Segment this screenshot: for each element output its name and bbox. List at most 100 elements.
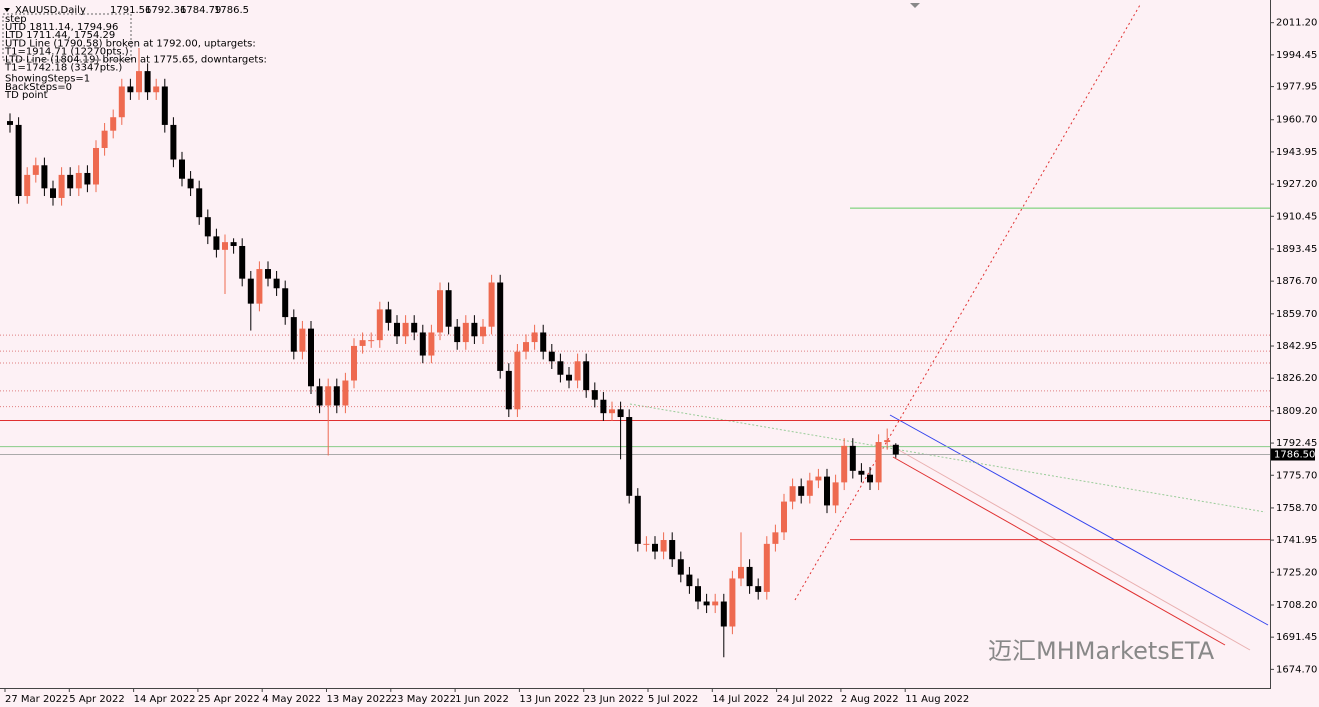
candle-body <box>557 361 564 375</box>
candle-body <box>600 399 607 414</box>
candle-body <box>273 278 280 289</box>
header-high: 1792.36 <box>145 5 186 16</box>
y-tick-label: 1876.70 <box>1276 276 1317 287</box>
candle-body <box>222 242 228 250</box>
candle-body <box>720 601 727 627</box>
current-price-label: 1786.50 <box>1274 450 1315 461</box>
candle-body <box>660 540 667 552</box>
y-tick-label: 1893.45 <box>1276 244 1317 255</box>
x-tick-label: 5 Apr 2022 <box>69 694 124 705</box>
candle-body <box>196 188 203 218</box>
candle-body <box>247 278 254 304</box>
x-tick-label: 27 Mar 2022 <box>5 694 68 705</box>
candle-body <box>118 86 125 118</box>
candle-body <box>411 322 418 333</box>
menu-arrow <box>4 8 10 12</box>
x-tick-label: 24 Jul 2022 <box>777 694 834 705</box>
candle-body <box>419 332 426 356</box>
trend-channel-mid <box>889 444 1251 651</box>
candle-body <box>548 351 555 362</box>
candle-body <box>617 409 624 418</box>
candle-body <box>480 326 486 337</box>
candle-body <box>867 474 873 483</box>
trend-long <box>629 403 1266 513</box>
candle-body <box>626 417 633 496</box>
y-tick-label: 1792.45 <box>1276 438 1317 449</box>
candle-body <box>531 332 538 343</box>
candle-body <box>566 374 572 381</box>
candle-body <box>316 386 323 406</box>
candle-body <box>634 495 641 544</box>
y-tick-label: 1691.45 <box>1276 632 1317 643</box>
header-close: 1786.5 <box>214 5 249 16</box>
header-open: 1791.56 <box>110 5 151 16</box>
candle-body <box>763 543 770 592</box>
x-tick-label: 14 Jul 2022 <box>712 694 769 705</box>
x-tick-label: 23 Jun 2022 <box>584 694 644 705</box>
y-tick-label: 1826.20 <box>1276 373 1317 384</box>
y-tick-label: 1994.45 <box>1276 50 1317 61</box>
info-line: UTD Line (1790.58) broken at 1792.00, up… <box>5 38 256 49</box>
info-line: TD point <box>4 90 48 101</box>
candle-body <box>583 361 590 391</box>
x-tick-label: 13 Jun 2022 <box>519 694 579 705</box>
candle-body <box>41 165 48 189</box>
candle-body <box>402 322 409 337</box>
y-tick-label: 1775.70 <box>1276 470 1317 481</box>
candle-body <box>815 476 822 481</box>
candle-body <box>299 328 306 352</box>
candle-body <box>230 242 237 246</box>
candle-body <box>58 174 65 198</box>
candle-body <box>50 188 56 198</box>
info-line: LTD Line (1804.19) broken at 1775.65, do… <box>5 55 267 66</box>
candle-body <box>376 309 383 341</box>
candle-body <box>781 501 787 533</box>
candle-body <box>93 147 99 185</box>
x-tick-label: 1 Jun 2022 <box>455 694 509 705</box>
info-line: LTD 1711.44, 1754.29 <box>5 30 115 41</box>
candle-body <box>84 172 91 185</box>
candle-body <box>144 71 151 93</box>
trend-channel-top <box>889 414 1269 626</box>
candle-body <box>161 86 168 125</box>
candle-body <box>669 540 676 560</box>
candle-body <box>325 386 332 406</box>
candle-body <box>7 121 13 125</box>
candle-body <box>428 332 435 356</box>
y-tick-label: 1977.95 <box>1276 82 1317 93</box>
candle-body <box>342 380 349 406</box>
info-line: BackSteps=0 <box>5 82 72 93</box>
candle-body <box>15 124 22 197</box>
candle-body <box>652 543 658 552</box>
candle-body <box>738 566 744 579</box>
candle-body <box>746 566 753 587</box>
y-tick-label: 1943.95 <box>1276 147 1317 158</box>
candle-body <box>265 269 271 279</box>
candle-body <box>394 322 400 337</box>
candle-body <box>832 482 839 506</box>
candle-body <box>239 245 246 279</box>
y-tick-label: 1960.70 <box>1276 115 1317 126</box>
candle-body <box>282 288 289 318</box>
candle-body <box>359 340 366 346</box>
candle-body <box>445 290 452 327</box>
candle-body <box>858 470 865 475</box>
candle-body <box>462 322 469 343</box>
candle-body <box>204 217 211 237</box>
candle-body <box>798 486 805 496</box>
info-line: UTD 1811.14, 1794.96 <box>5 22 118 33</box>
candle-body <box>841 445 848 483</box>
scroll-marker <box>910 3 920 8</box>
candle-body <box>849 445 856 471</box>
candle-body <box>609 409 615 414</box>
candle-body <box>703 601 710 606</box>
y-tick-label: 1741.95 <box>1276 535 1317 546</box>
candle-body <box>695 586 701 602</box>
header-low: 1784.79 <box>180 5 221 16</box>
candle-body <box>729 578 736 627</box>
x-tick-label: 13 May 2022 <box>327 694 392 705</box>
y-tick-label: 1725.20 <box>1276 567 1317 578</box>
trend-channel-bottom <box>892 456 1226 646</box>
